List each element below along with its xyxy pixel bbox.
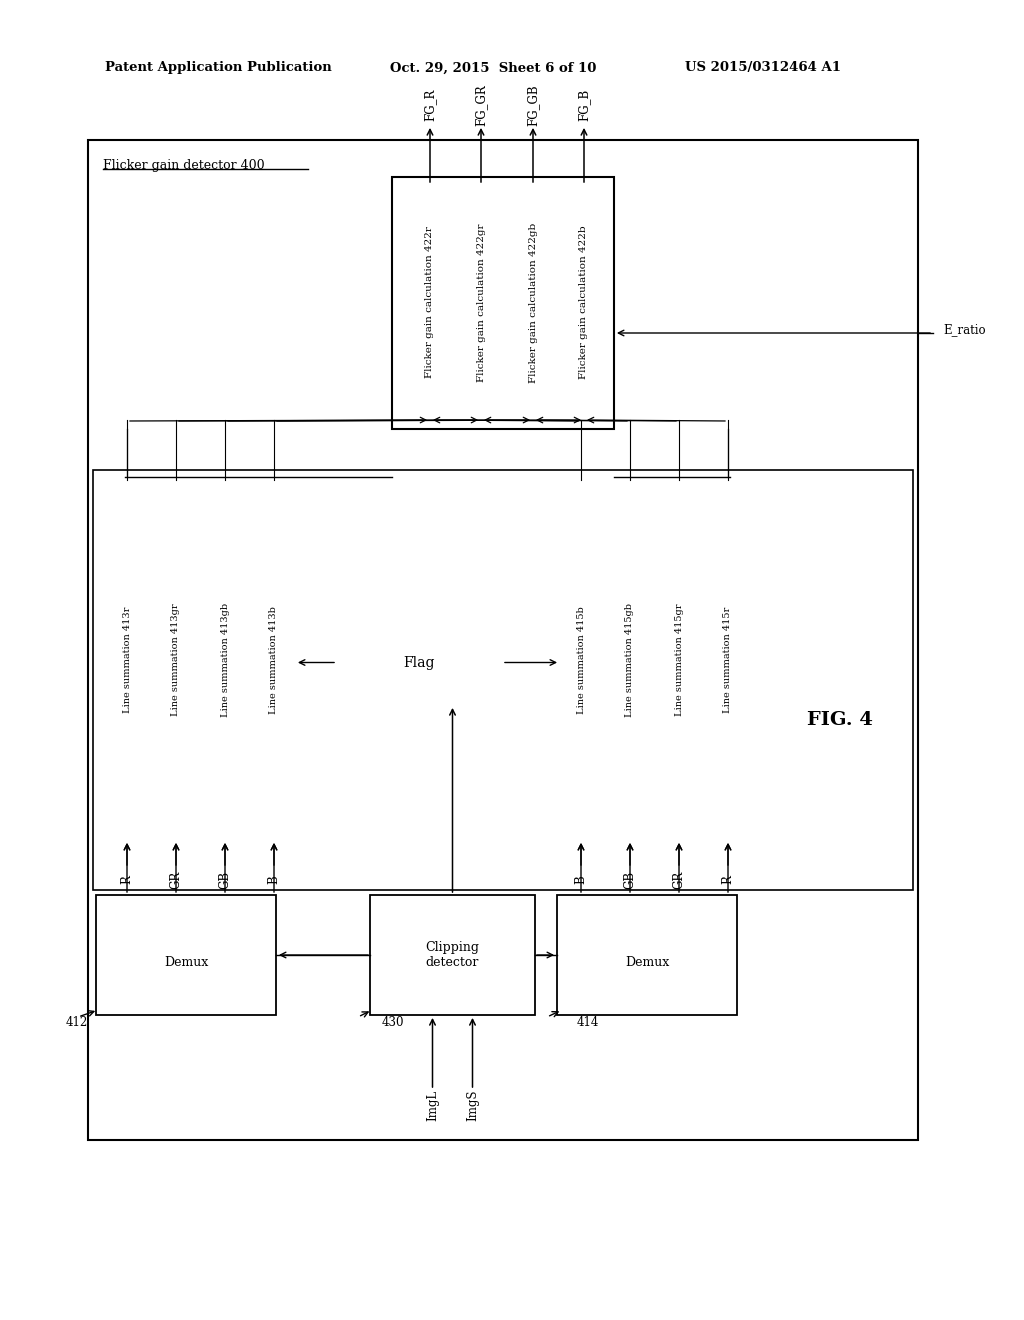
Text: R: R: [121, 875, 133, 884]
Text: FG_B: FG_B: [578, 88, 591, 121]
Text: Line summation 415gb: Line summation 415gb: [626, 603, 635, 717]
Bar: [707, 480, 749, 840]
Bar: [96, 895, 276, 1015]
Bar: [609, 480, 651, 840]
Text: GB: GB: [218, 871, 231, 890]
Text: GR: GR: [170, 871, 182, 890]
Text: ImgS: ImgS: [466, 1089, 479, 1121]
Text: Patent Application Publication: Patent Application Publication: [105, 62, 332, 74]
Bar: [155, 480, 197, 840]
Bar: [458, 185, 504, 420]
Text: Clipping
detector: Clipping detector: [426, 941, 479, 969]
Bar: [510, 185, 556, 420]
Text: Demux: Demux: [164, 957, 208, 969]
Text: Line summation 415gr: Line summation 415gr: [675, 603, 683, 717]
Text: FIG. 4: FIG. 4: [807, 711, 872, 729]
Text: Flicker gain calculation 422r: Flicker gain calculation 422r: [426, 227, 434, 379]
Bar: [253, 480, 295, 840]
Text: 430: 430: [382, 1016, 404, 1030]
Text: US 2015/0312464 A1: US 2015/0312464 A1: [685, 62, 841, 74]
Bar: [560, 480, 602, 840]
Text: Flicker gain calculation 422gr: Flicker gain calculation 422gr: [476, 223, 485, 381]
Bar: [370, 895, 535, 1015]
Text: Flag: Flag: [403, 656, 435, 669]
Text: Oct. 29, 2015  Sheet 6 of 10: Oct. 29, 2015 Sheet 6 of 10: [390, 62, 596, 74]
Text: GB: GB: [624, 871, 637, 890]
Bar: [407, 185, 453, 420]
Bar: [561, 185, 607, 420]
Text: Flicker gain detector 400: Flicker gain detector 400: [103, 158, 264, 172]
Text: FG_R: FG_R: [424, 88, 436, 121]
Bar: [337, 620, 502, 705]
Text: 414: 414: [577, 1016, 599, 1030]
Text: Line summation 413b: Line summation 413b: [269, 606, 279, 714]
Text: FG_GB: FG_GB: [526, 84, 540, 125]
Text: B: B: [267, 875, 281, 884]
Text: Line summation 413gb: Line summation 413gb: [220, 603, 229, 717]
Text: E_ratio: E_ratio: [943, 323, 986, 337]
Text: Line summation 413gr: Line summation 413gr: [171, 603, 180, 717]
Bar: [204, 480, 246, 840]
Bar: [88, 140, 918, 1140]
Bar: [106, 480, 148, 840]
Text: Demux: Demux: [625, 957, 669, 969]
Text: Flicker gain calculation 422b: Flicker gain calculation 422b: [580, 226, 589, 379]
Text: ImgL: ImgL: [426, 1089, 439, 1121]
Text: 412: 412: [66, 1016, 88, 1030]
Text: Line summation 415r: Line summation 415r: [724, 607, 732, 713]
Text: Flicker gain calculation 422gb: Flicker gain calculation 422gb: [528, 222, 538, 383]
Text: R: R: [722, 875, 734, 884]
Bar: [93, 470, 913, 890]
Bar: [392, 177, 614, 429]
Text: FG_GR: FG_GR: [474, 84, 487, 125]
Text: Line summation 413r: Line summation 413r: [123, 607, 131, 713]
Text: B: B: [574, 875, 588, 884]
Text: Line summation 415b: Line summation 415b: [577, 606, 586, 714]
Bar: [658, 480, 700, 840]
Bar: [557, 895, 737, 1015]
Text: GR: GR: [673, 871, 685, 890]
